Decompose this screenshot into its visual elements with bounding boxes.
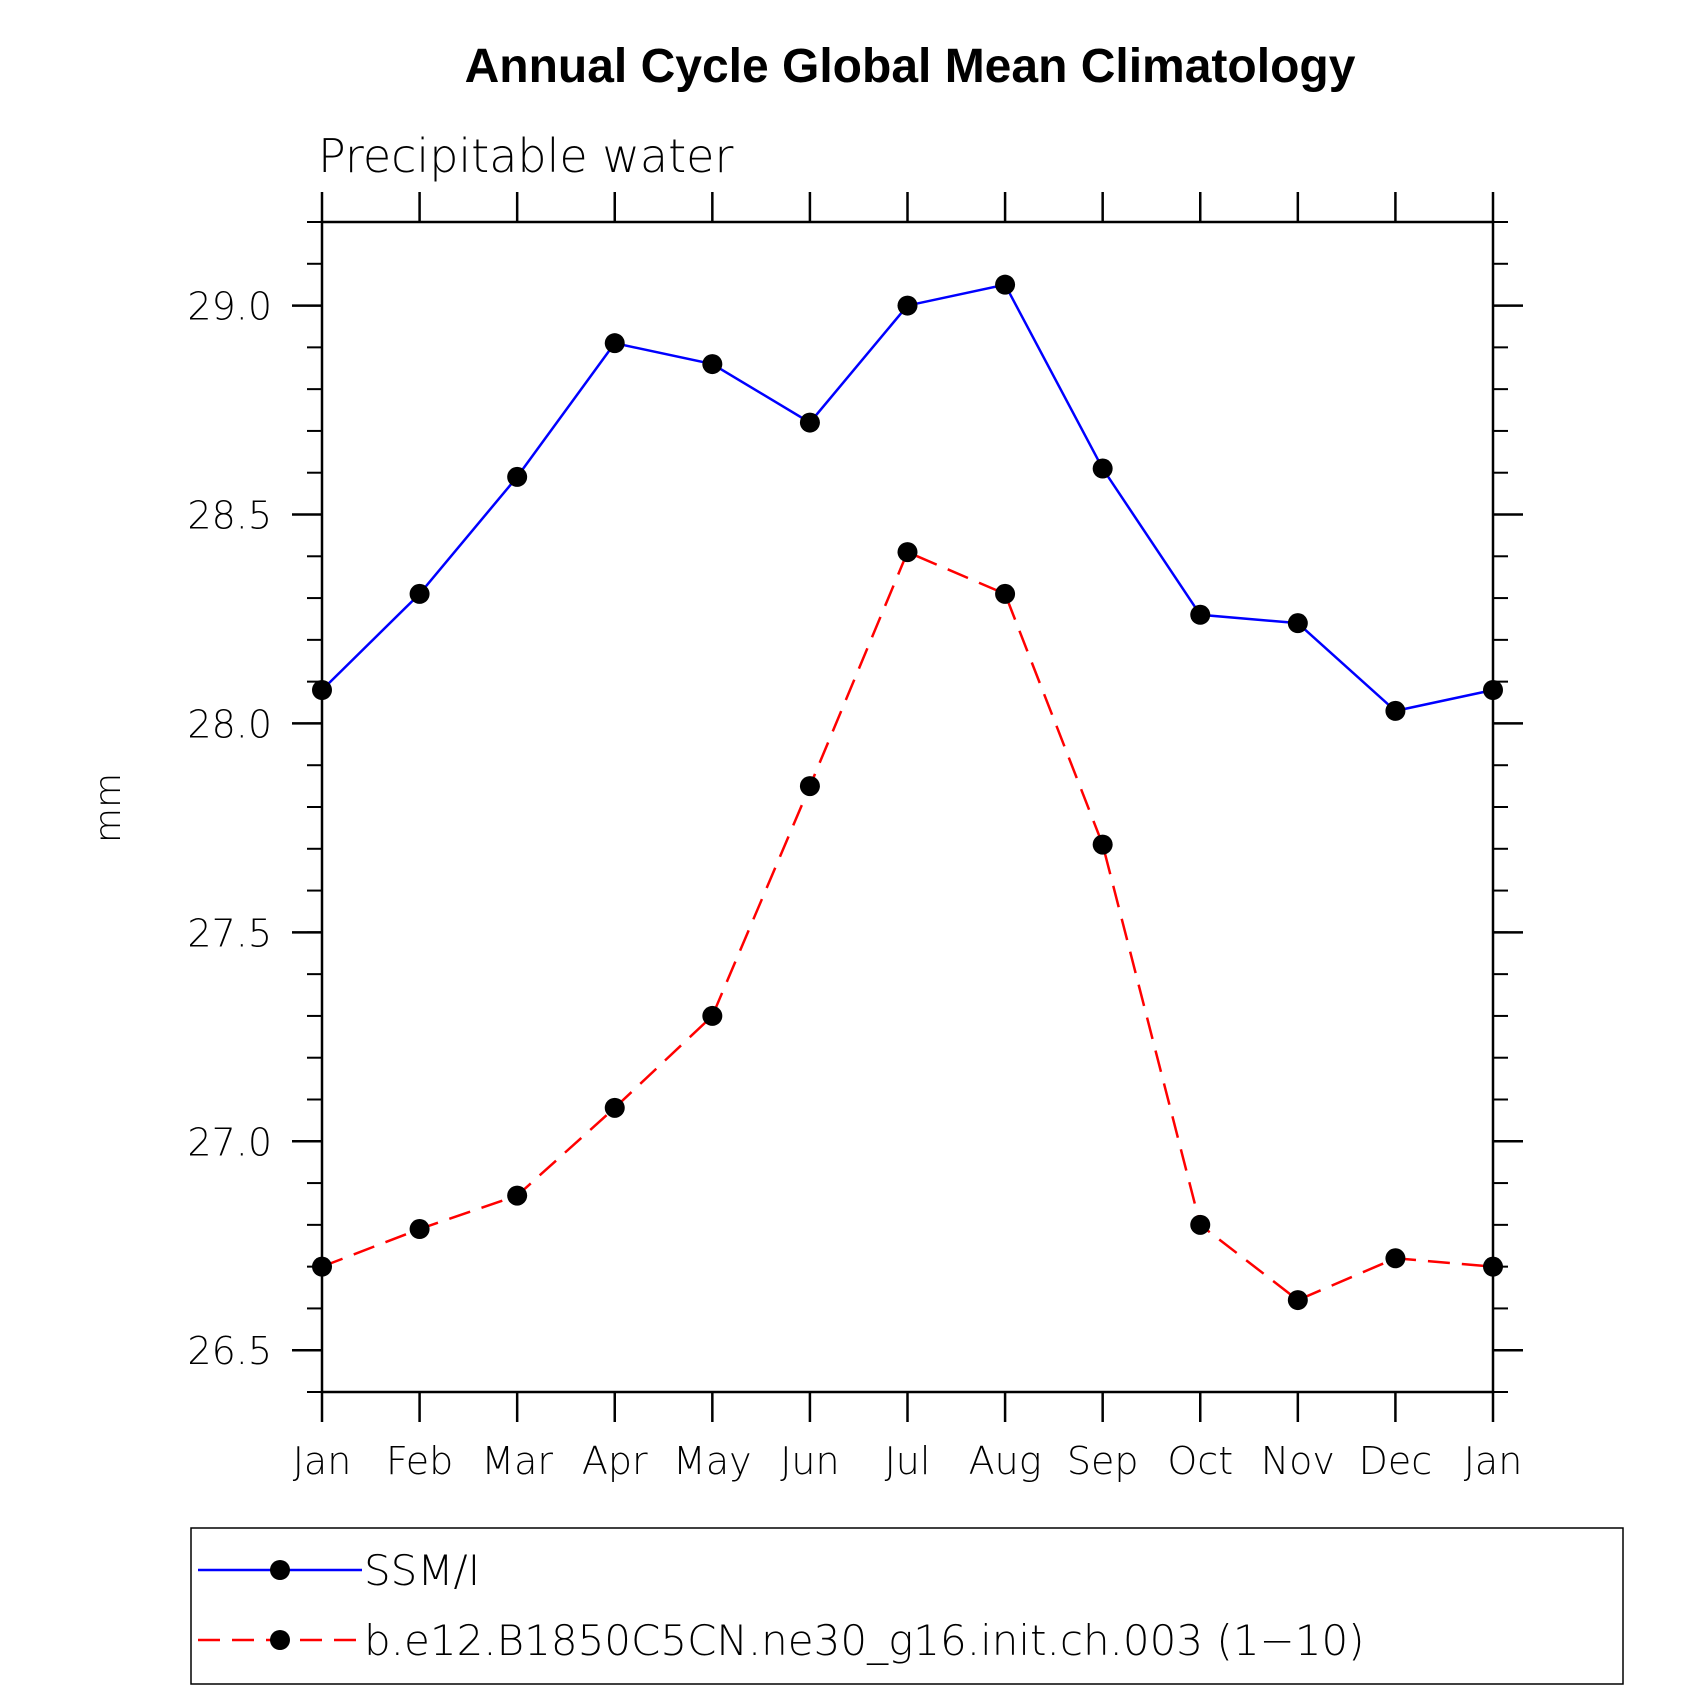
x-axis-tick-labels: Jan Feb Mar Apr May Jun Jul Aug Sep Oct Nov Dec Jan: [293, 1439, 1523, 1483]
data-point-series-2: [1385, 1248, 1406, 1269]
y-tick-label: 27.5: [187, 911, 272, 955]
data-point-series-2: [799, 776, 820, 797]
x-tick-label: Sep: [1067, 1439, 1139, 1483]
series-line-1: [321, 283, 1494, 713]
x-tick-label: Feb: [386, 1439, 453, 1483]
data-point-series-2: [1190, 1214, 1211, 1235]
data-point-series-1: [1287, 613, 1308, 634]
y-axis-tick-labels: 26.5 27.0 27.5 28.0 28.5 29.0: [187, 285, 272, 1374]
data-point-series-1: [995, 274, 1016, 295]
y-tick-label: 28.0: [187, 702, 272, 746]
y-tick-label: 29.0: [187, 285, 272, 329]
data-point-series-2: [702, 1005, 723, 1026]
chart-title: Annual Cycle Global Mean Climatology: [465, 40, 1356, 93]
axis-ticks: [292, 192, 1523, 1422]
data-point-series-2: [409, 1219, 430, 1240]
data-point-series-2: [995, 583, 1016, 604]
x-tick-label: Jan: [293, 1439, 352, 1483]
data-point-series-1: [1190, 604, 1211, 625]
legend-marker-2: [270, 1630, 290, 1650]
data-point-series-1: [507, 466, 528, 487]
y-axis-label: mm: [88, 773, 129, 843]
y-tick-label: 27.0: [187, 1120, 272, 1164]
x-tick-label: Dec: [1359, 1439, 1433, 1483]
legend-marker-1: [270, 1560, 290, 1580]
data-point-series-2: [1287, 1290, 1308, 1311]
legend-box: [190, 1527, 1624, 1685]
x-tick-label: Jan: [1464, 1439, 1523, 1483]
data-point-series-1: [897, 295, 918, 316]
data-point-series-2: [1092, 834, 1113, 855]
data-point-series-1: [1092, 458, 1113, 479]
data-point-series-2: [604, 1097, 625, 1118]
legend-label-2: b.e12.B1850C5CN.ne30_g16.init.ch.003 (1−…: [364, 1616, 1365, 1665]
y-tick-label: 28.5: [187, 494, 272, 538]
data-point-series-2: [507, 1185, 528, 1206]
x-tick-label: May: [673, 1439, 752, 1483]
x-tick-label: Mar: [481, 1439, 553, 1483]
x-tick-label: Nov: [1261, 1439, 1335, 1483]
x-tick-label: Oct: [1167, 1439, 1233, 1483]
data-point-series-1: [799, 412, 820, 433]
data-point-series-1: [409, 583, 430, 604]
legend-label-1: SSM/I: [364, 1546, 480, 1595]
chart-subtitle: Precipitable water: [318, 129, 733, 183]
x-tick-label: Jun: [780, 1439, 839, 1483]
plot-frame: [320, 220, 1495, 1394]
y-tick-label: 26.5: [187, 1329, 272, 1373]
data-point-series-1: [702, 354, 723, 375]
series-group: [312, 274, 1503, 1311]
series-line-2: [321, 550, 1494, 1302]
x-tick-label: Aug: [969, 1439, 1042, 1483]
legend: SSM/I b.e12.B1850C5CN.ne30_g16.init.ch.00…: [190, 1527, 1624, 1685]
data-point-series-2: [897, 542, 918, 563]
data-point-series-1: [1385, 700, 1406, 721]
x-tick-label: Jul: [885, 1439, 931, 1483]
data-point-series-1: [604, 333, 625, 354]
x-tick-label: Apr: [582, 1439, 648, 1483]
